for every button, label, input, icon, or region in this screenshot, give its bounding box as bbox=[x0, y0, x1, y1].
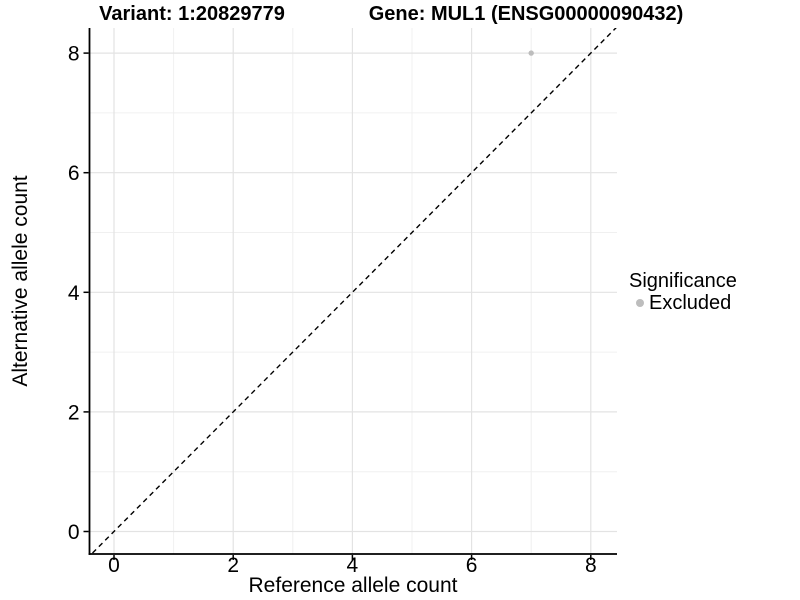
identity-dashed-line bbox=[90, 28, 617, 554]
legend: Significance Excluded bbox=[629, 270, 737, 314]
excluded-key-dot-icon bbox=[636, 299, 644, 307]
x-tick-label-6: 6 bbox=[466, 554, 478, 577]
gene-title: Gene: MUL1 (ENSG00000090432) bbox=[368, 3, 684, 25]
data-point-excluded bbox=[528, 50, 534, 56]
x-tick-label-8: 8 bbox=[585, 554, 597, 577]
y-tick-label-2: 2 bbox=[68, 401, 80, 424]
y-tick-label-8: 8 bbox=[68, 43, 80, 66]
y-axis-title: Alternative allele count bbox=[9, 175, 32, 387]
legend-entry-excluded: Excluded bbox=[629, 292, 737, 314]
x-tick-label-2: 2 bbox=[227, 554, 239, 577]
y-tick-label-6: 6 bbox=[68, 162, 80, 185]
x-axis-title: Reference allele count bbox=[248, 574, 458, 597]
legend-title: Significance bbox=[629, 270, 737, 292]
legend-entry-label: Excluded bbox=[649, 291, 732, 314]
y-tick-label-4: 4 bbox=[68, 282, 80, 305]
x-tick-label-0: 0 bbox=[108, 554, 120, 577]
x-tick-label-4: 4 bbox=[347, 554, 359, 577]
y-tick-label-0: 0 bbox=[68, 521, 80, 544]
variant-title: Variant: 1:20829779 bbox=[99, 3, 285, 25]
